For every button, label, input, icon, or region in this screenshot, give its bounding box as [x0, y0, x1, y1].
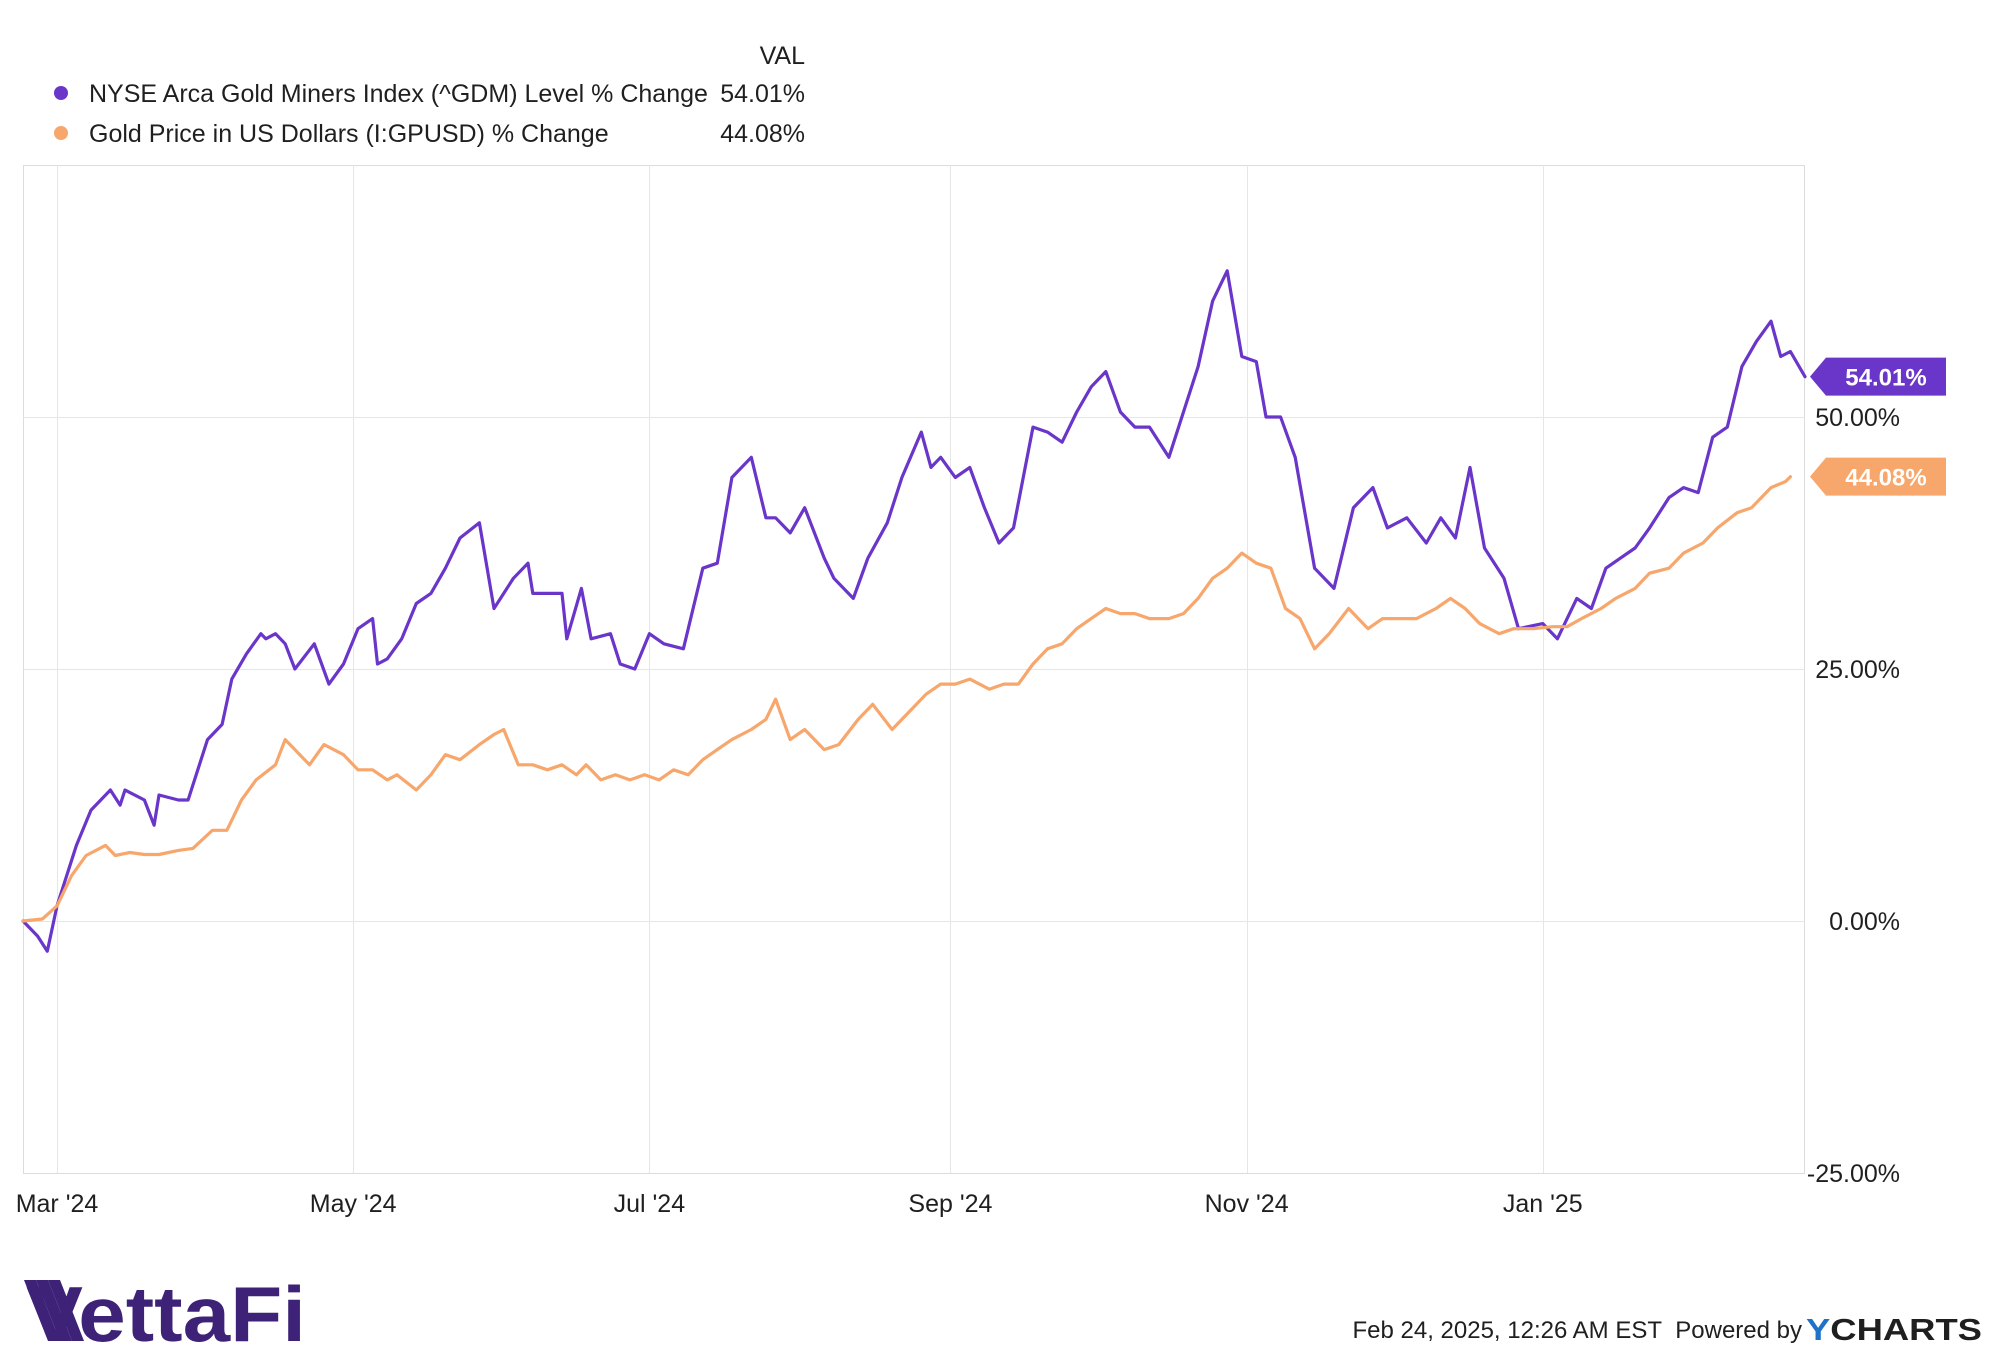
vettafi-logo-mark: [24, 1280, 84, 1341]
x-tick-label: Jan '25: [1503, 1190, 1583, 1218]
legend-value-gold: 44.08%: [720, 120, 805, 148]
ycharts-wordmark: Y CHARTS: [1806, 1312, 1982, 1347]
powered-by-text: Powered by: [1675, 1317, 1802, 1344]
legend-label-gdm: NYSE Arca Gold Miners Index (^GDM) Level…: [89, 80, 708, 108]
x-tick-label: Sep '24: [908, 1190, 992, 1218]
ycharts-logo: Y CHARTS: [1806, 1312, 1982, 1347]
legend-marker-gdm: [54, 86, 68, 100]
end-label-badge: [1810, 457, 1946, 496]
y-axis-labels: -25.00% 0.00% 25.00% 50.00%: [1807, 404, 1900, 1188]
x-axis-labels: Mar '24 May '24 Jul '24 Sep '24 Nov '24 Jan '…: [16, 1190, 1583, 1218]
x-tick-label: Mar '24: [16, 1190, 99, 1218]
end-value-labels: 54.01% 44.08%: [1810, 357, 1946, 496]
y-tick-label: 0.00%: [1829, 908, 1900, 936]
end-label-gdm: 54.01%: [1810, 357, 1946, 396]
vettafi-logo: VettaFi: [24, 1270, 306, 1358]
x-gridlines: [57, 165, 1544, 1173]
timestamp-text: Feb 24, 2025, 12:26 AM EST: [1352, 1317, 1662, 1344]
y-gridlines: [23, 417, 1805, 922]
series-lines: [21, 269, 1807, 953]
footer-timestamp: Feb 24, 2025, 12:26 AM EST Powered by: [1352, 1317, 1802, 1344]
end-label-text: 44.08%: [1845, 465, 1926, 492]
y-tick-label: 50.00%: [1815, 404, 1900, 432]
series-line-gdm: [21, 269, 1807, 953]
series-line-gold: [21, 475, 1793, 923]
vettafi-logo-text: VettaFi: [26, 1270, 306, 1358]
end-label-gold: 44.08%: [1810, 457, 1946, 496]
end-label-badge: [1810, 357, 1946, 396]
legend-value-gdm: 54.01%: [720, 80, 805, 108]
x-tick-label: May '24: [310, 1190, 397, 1218]
legend-value-header: VAL: [760, 42, 805, 70]
legend-label-gold: Gold Price in US Dollars (I:GPUSD) % Cha…: [89, 120, 609, 148]
y-tick-label: -25.00%: [1807, 1160, 1900, 1188]
legend-marker-gold: [54, 126, 68, 140]
end-label-text: 54.01%: [1845, 365, 1926, 392]
legend: VAL NYSE Arca Gold Miners Index (^GDM) L…: [54, 42, 805, 148]
x-tick-label: Nov '24: [1205, 1190, 1289, 1218]
x-tick-label: Jul '24: [614, 1190, 686, 1218]
y-tick-label: 25.00%: [1815, 656, 1900, 684]
